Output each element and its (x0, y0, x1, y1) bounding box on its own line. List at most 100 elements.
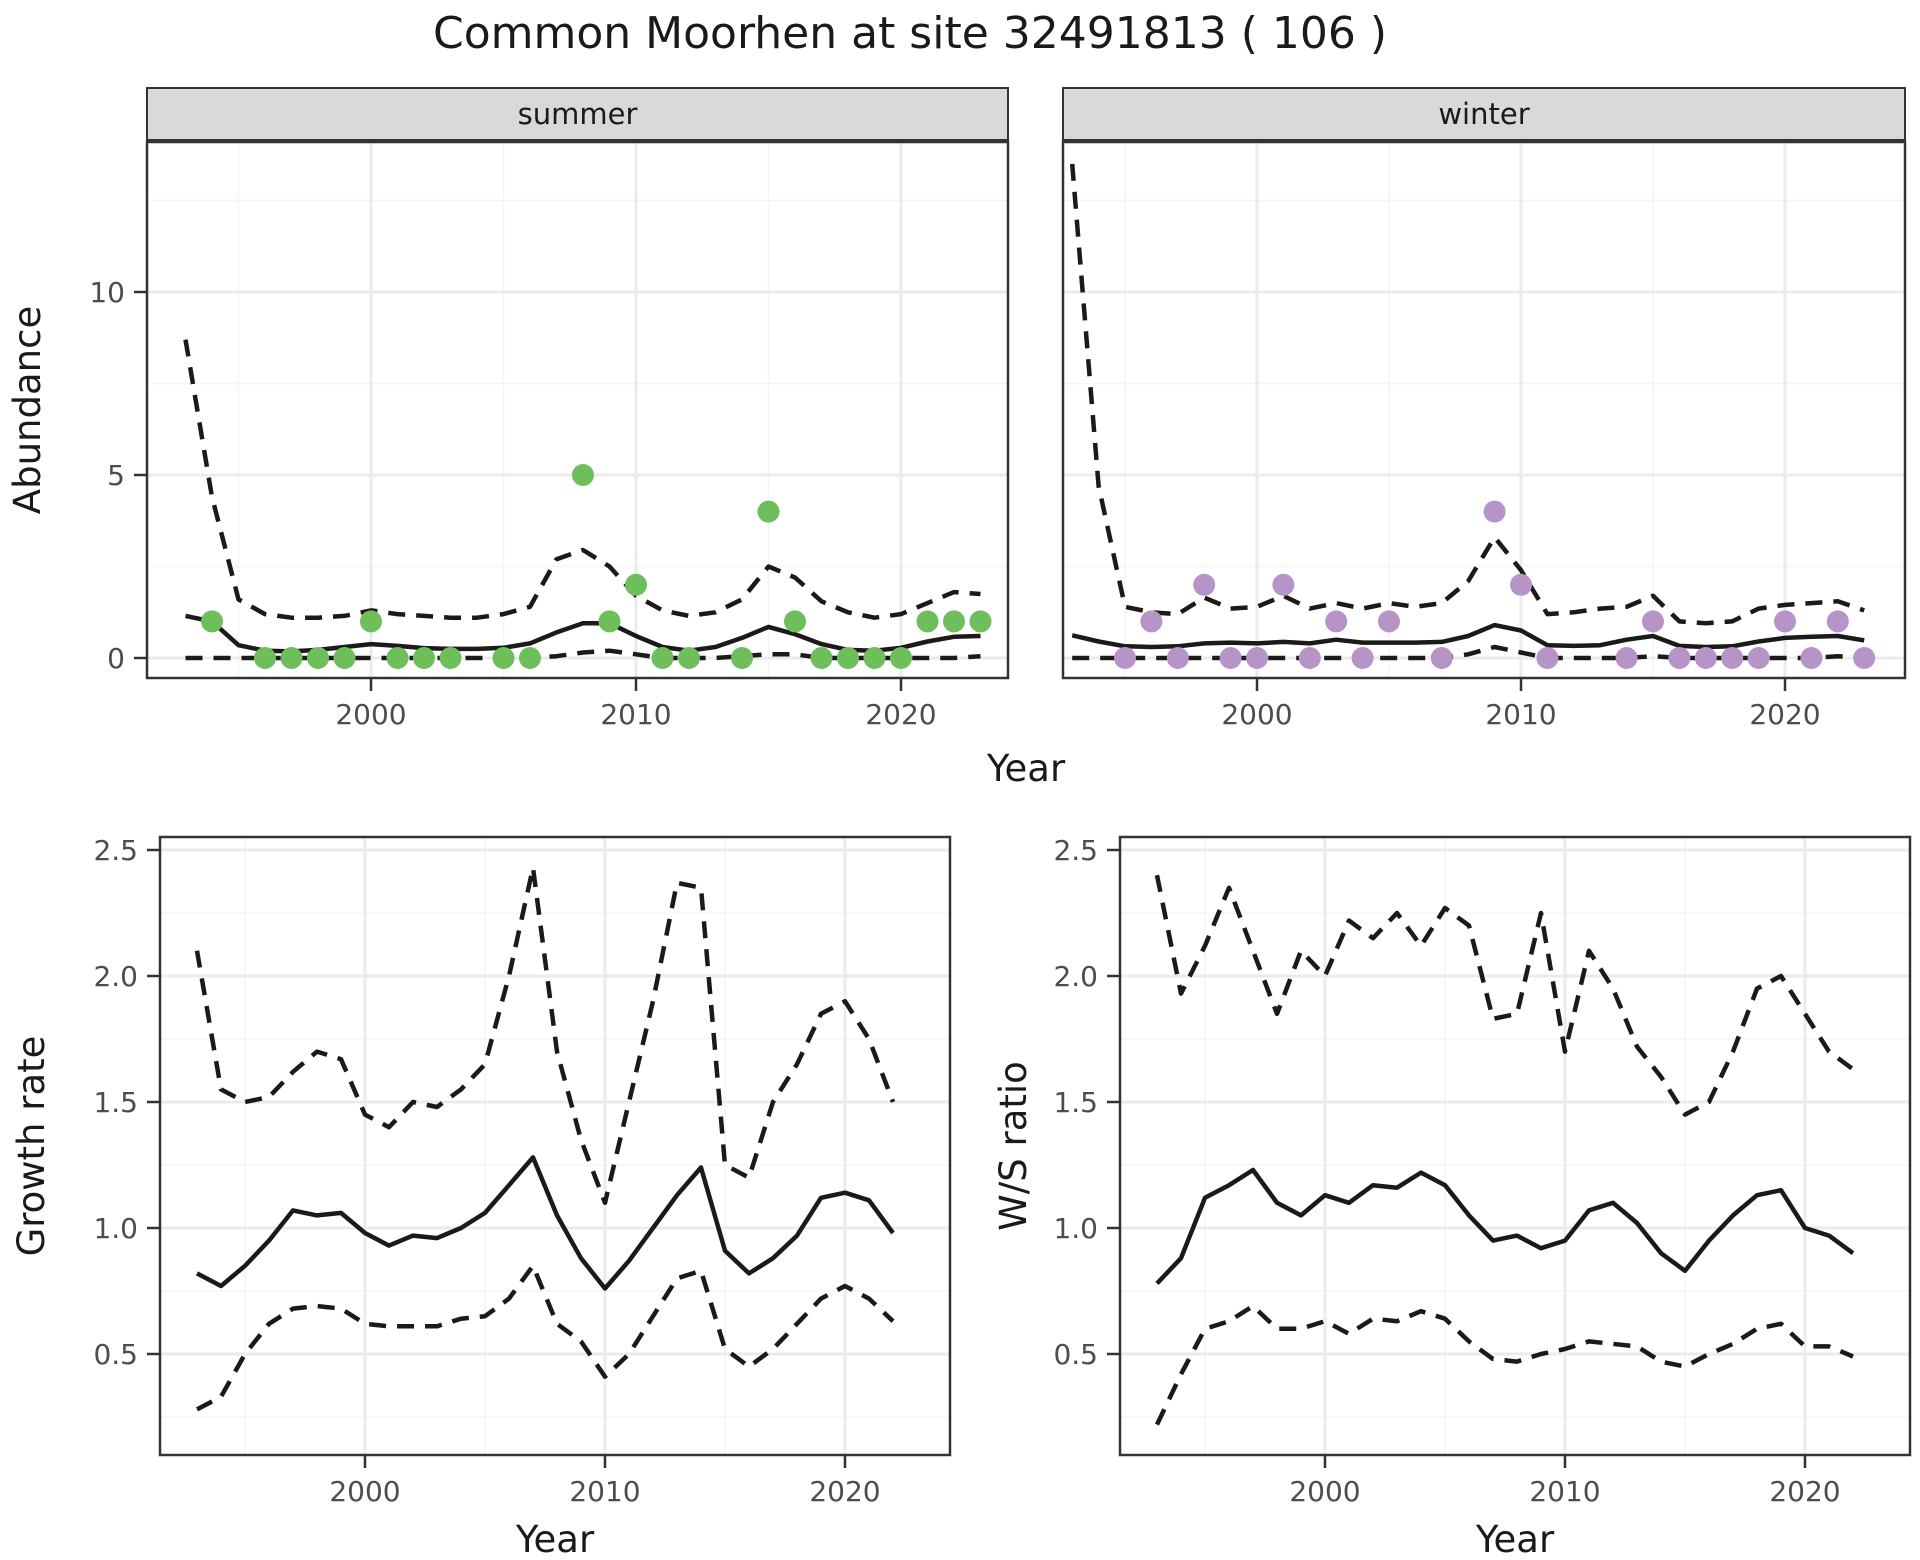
panel-growth-rate: 2000 2010 2020 0.5 1.0 1.5 2.0 2.5 Growth rate Ye… (10, 834, 952, 1560)
data-point (1694, 647, 1717, 669)
data-point (1430, 647, 1453, 669)
data-point (1114, 647, 1136, 669)
y-tick-label: 2.5 (1053, 834, 1098, 867)
x-tick-label: 2000 (335, 698, 406, 731)
data-point (1853, 647, 1876, 669)
data-point (837, 647, 859, 669)
x-tick-label: 2000 (329, 1475, 400, 1508)
upper-ci-line (1069, 163, 1865, 626)
panel-background (1063, 142, 1905, 678)
lower-ci-line (1072, 644, 1865, 661)
data-point (201, 610, 223, 633)
data-point (890, 647, 912, 669)
data-point (519, 647, 541, 669)
x-tick-label: 2020 (809, 1475, 880, 1508)
median-line (195, 1155, 895, 1291)
y-tick-label: 0.5 (93, 1338, 138, 1371)
median-line (1071, 622, 1865, 650)
x-tick-label: 2010 (600, 698, 671, 731)
data-point (784, 610, 806, 633)
data-point (1642, 610, 1664, 633)
data-point (651, 647, 674, 669)
data-point (360, 610, 382, 633)
facet-label: winter (1438, 97, 1529, 131)
data-point (1298, 647, 1321, 669)
y-tick-label: 1.5 (1053, 1086, 1098, 1119)
facet-strip (1062, 87, 1906, 141)
data-point (943, 610, 965, 633)
facet-strip (146, 87, 1009, 141)
data-point (572, 464, 594, 486)
y-tick-label: 0.5 (1053, 1338, 1098, 1371)
data-point (439, 647, 462, 669)
x-axis-title: Year (515, 1518, 595, 1560)
data-point (492, 647, 515, 669)
y-tick-label: 5 (107, 459, 125, 492)
data-point (810, 647, 833, 669)
data-point (333, 647, 356, 669)
x-tick-label: 2010 (1529, 1475, 1600, 1508)
data-point (1378, 610, 1400, 633)
data-point (1272, 573, 1295, 596)
upper-ci-line (183, 339, 981, 620)
data-point (598, 610, 621, 633)
data-point (307, 647, 329, 669)
panel-ws-ratio: 2000 2010 2020 0.5 1.0 1.5 2.0 2.5 W/S ratio Year (992, 834, 1912, 1560)
data-point (1351, 647, 1374, 669)
data-point (1510, 573, 1532, 596)
data-point (731, 647, 753, 669)
y-tick-label: 10 (89, 276, 125, 309)
data-point (1325, 610, 1348, 633)
chart-title: Common Moorhen at site 32491813 ( 106 ) (433, 8, 1387, 59)
x-tick-label: 2020 (865, 698, 936, 731)
y-tick-label: 2.0 (93, 960, 138, 993)
y-tick-label: 2.0 (1053, 960, 1098, 993)
data-point (1166, 647, 1189, 669)
x-tick-label: 2010 (1485, 698, 1556, 731)
median-line (1155, 1167, 1855, 1285)
y-axis-title: Abundance (6, 306, 49, 514)
data-point (625, 573, 647, 596)
y-axis-title: W/S ratio (992, 1061, 1035, 1231)
data-point (1826, 610, 1849, 633)
data-point (757, 500, 780, 523)
data-point (1615, 647, 1638, 669)
data-point (863, 647, 886, 669)
data-point (1800, 647, 1823, 669)
lower-ci-line (195, 1263, 895, 1412)
panel-border (145, 140, 1010, 680)
panel-abundance-summer: summer 2000 2010 2020 0 5 10 Abundance (6, 87, 1010, 731)
x-tick-label: 2020 (1769, 1475, 1840, 1508)
x-tick-label: 2020 (1749, 698, 1820, 731)
data-point (413, 647, 435, 669)
panel-border (158, 835, 952, 1457)
data-point (254, 647, 276, 669)
data-point (1747, 647, 1770, 669)
data-point (280, 647, 303, 669)
data-point (1721, 647, 1744, 669)
upper-ci-line (1154, 874, 1855, 1117)
upper-ci-line (194, 865, 896, 1206)
panel-background (160, 837, 950, 1455)
panel-border (1118, 835, 1912, 1457)
data-point (1668, 647, 1691, 669)
panel-background (1120, 837, 1910, 1455)
data-point (1246, 647, 1268, 669)
y-axis-title: Growth rate (10, 1036, 53, 1257)
data-point (1536, 647, 1559, 669)
y-tick-label: 1.0 (1053, 1212, 1098, 1245)
y-tick-label: 1.5 (93, 1086, 138, 1119)
x-axis-title: Year (1475, 1518, 1555, 1560)
y-tick-label: 2.5 (93, 834, 138, 867)
data-point (1219, 647, 1242, 669)
y-tick-label: 0 (107, 642, 125, 675)
y-tick-label: 1.0 (93, 1212, 138, 1245)
panel-background (147, 142, 1008, 678)
data-point (1774, 610, 1796, 633)
panel-border (1061, 140, 1907, 680)
data-point (1140, 610, 1163, 633)
x-tick-label: 2010 (569, 1475, 640, 1508)
lower-ci-line (185, 648, 981, 661)
